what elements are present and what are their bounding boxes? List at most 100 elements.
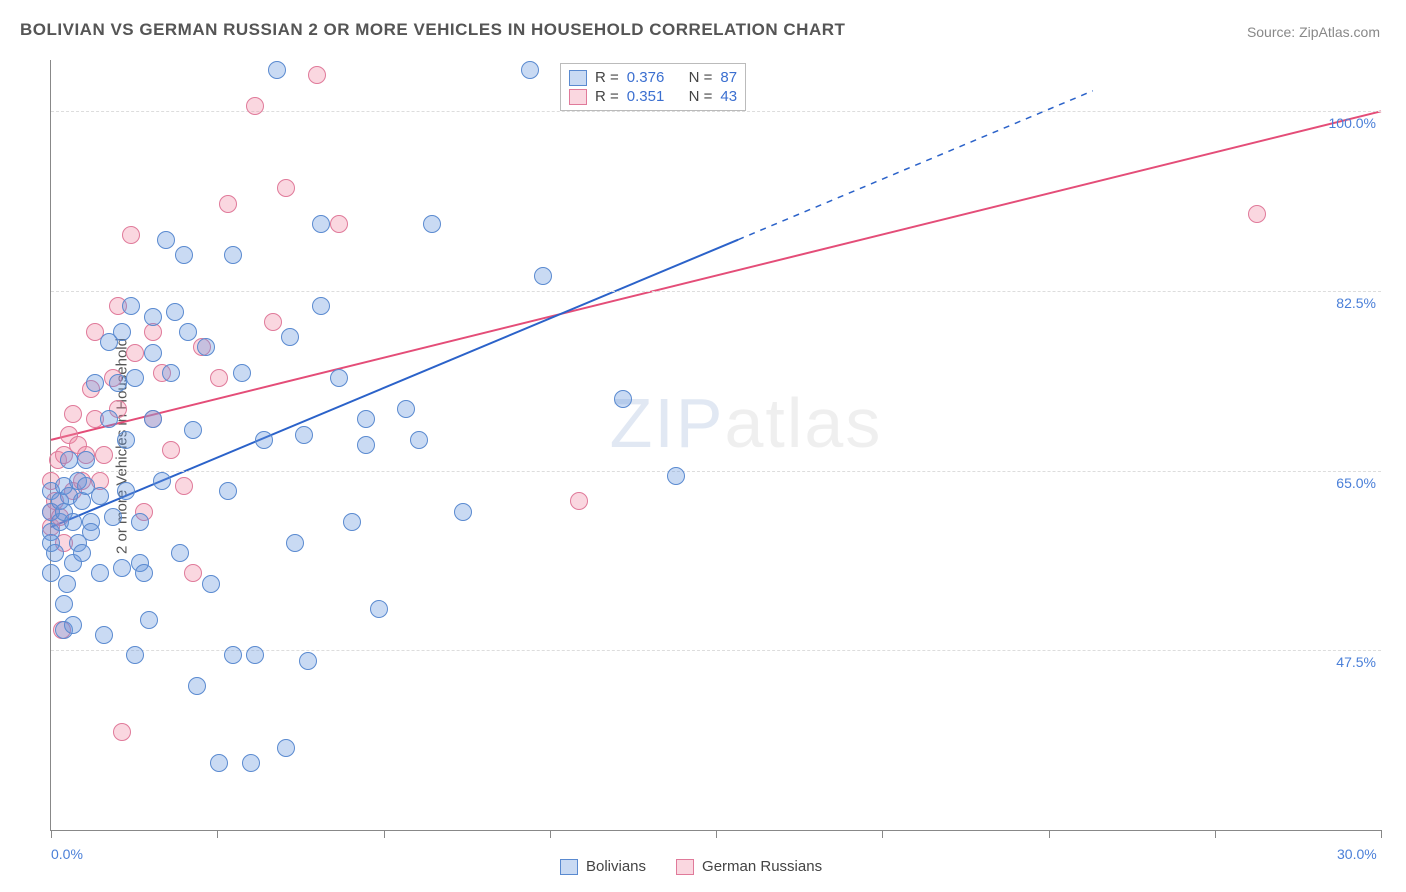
data-point [153,472,171,490]
x-tick [716,830,717,838]
data-point [126,344,144,362]
data-point [357,410,375,428]
data-point [175,246,193,264]
data-point [330,369,348,387]
data-point [295,426,313,444]
data-point [91,564,109,582]
x-tick [217,830,218,838]
data-point [224,246,242,264]
x-tick [1049,830,1050,838]
data-point [144,344,162,362]
data-point [184,421,202,439]
data-point [312,215,330,233]
data-point [210,369,228,387]
legend-item: German Russians [676,858,822,875]
data-point [117,482,135,500]
data-point [82,523,100,541]
data-point [109,374,127,392]
data-point [122,297,140,315]
data-point [343,513,361,531]
data-point [157,231,175,249]
data-point [264,313,282,331]
data-point [113,723,131,741]
x-tick [550,830,551,838]
x-tick-label: 30.0% [1337,846,1377,862]
data-point [131,513,149,531]
data-point [77,451,95,469]
data-point [330,215,348,233]
data-point [224,646,242,664]
data-point [58,575,76,593]
data-point [255,431,273,449]
data-point [410,431,428,449]
watermark: ZIPatlas [610,383,883,463]
data-point [64,513,82,531]
data-point [73,544,91,562]
data-point [277,739,295,757]
y-tick-label: 100.0% [1321,115,1376,131]
legend-text: R = [595,88,619,105]
data-point [357,436,375,454]
data-point [308,66,326,84]
data-point [113,323,131,341]
data-point [144,308,162,326]
legend-r-value: 0.351 [627,88,665,105]
data-point [55,595,73,613]
data-point [126,646,144,664]
data-point [454,503,472,521]
data-point [1248,205,1266,223]
data-point [140,611,158,629]
legend-row: R =0.351 N =43 [569,87,737,106]
gridline [51,291,1381,292]
x-tick [1215,830,1216,838]
data-point [95,446,113,464]
data-point [233,364,251,382]
data-point [242,754,260,772]
data-point [135,564,153,582]
chart-container: BOLIVIAN VS GERMAN RUSSIAN 2 OR MORE VEH… [0,0,1406,892]
legend-item: Bolivians [560,858,646,875]
data-point [246,97,264,115]
data-point [268,61,286,79]
data-point [42,564,60,582]
trend-lines-layer [51,60,1381,830]
data-point [281,328,299,346]
data-point [188,677,206,695]
legend-text: N = [689,88,713,105]
data-point [534,267,552,285]
data-point [219,482,237,500]
data-point [113,559,131,577]
data-point [521,61,539,79]
chart-title: BOLIVIAN VS GERMAN RUSSIAN 2 OR MORE VEH… [20,20,845,40]
data-point [614,390,632,408]
data-point [210,754,228,772]
data-point [179,323,197,341]
data-point [312,297,330,315]
data-point [104,508,122,526]
data-point [91,487,109,505]
data-point [175,477,193,495]
data-point [100,410,118,428]
data-point [144,323,162,341]
data-point [117,431,135,449]
trend-line [51,111,1381,440]
data-point [423,215,441,233]
legend-text: N = [689,69,713,86]
data-point [370,600,388,618]
data-point [197,338,215,356]
data-point [162,441,180,459]
correlation-legend: R =0.376 N =87R =0.351 N =43 [560,63,746,111]
data-point [166,303,184,321]
y-tick-label: 47.5% [1321,654,1376,670]
data-point [184,564,202,582]
data-point [277,179,295,197]
trend-line [738,91,1093,240]
x-tick [51,830,52,838]
data-point [397,400,415,418]
data-point [64,405,82,423]
data-point [64,616,82,634]
data-point [46,544,64,562]
data-point [60,451,78,469]
legend-label: Bolivians [586,858,646,875]
data-point [126,369,144,387]
